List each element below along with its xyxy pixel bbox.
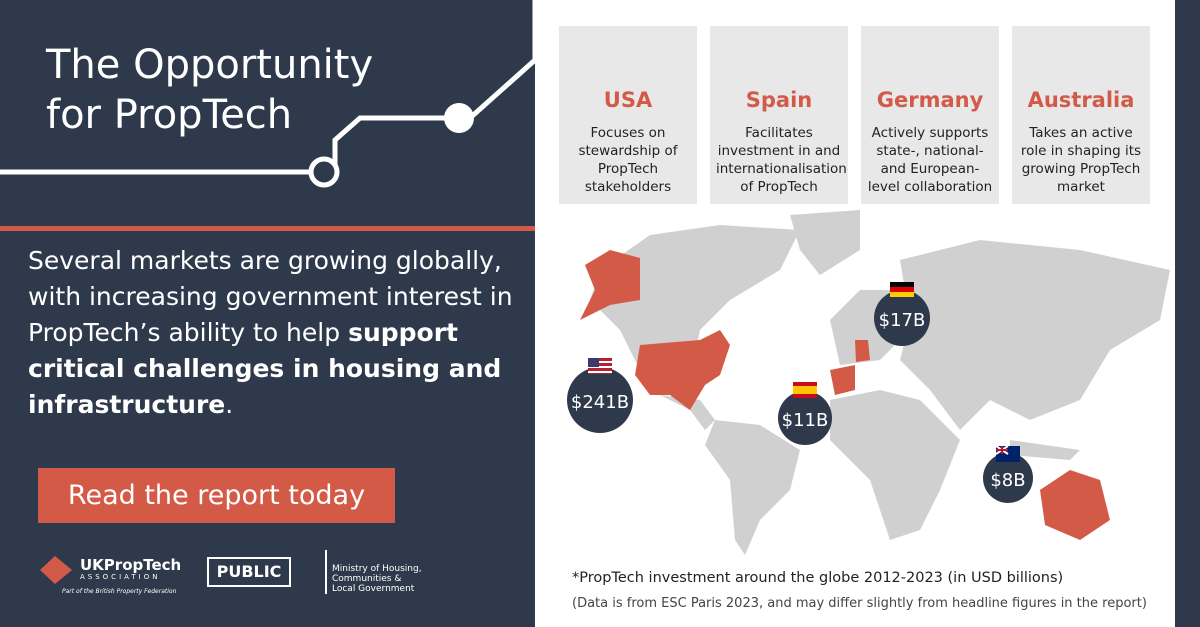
intro-end: . <box>225 390 234 419</box>
circuit-node <box>444 103 474 133</box>
marker-bubble <box>983 453 1033 503</box>
divider <box>0 226 535 231</box>
marker-bubble <box>874 290 930 346</box>
intro-text: Several markets are growing globally, wi… <box>28 246 513 347</box>
circuit-node <box>308 156 340 188</box>
country-description: Takes an active role in shaping its grow… <box>1020 125 1142 195</box>
country-name: USA <box>603 88 653 112</box>
intro: Several markets are growing globally, wi… <box>28 243 518 423</box>
ministry-line: Communities & <box>332 574 402 584</box>
country-description: Facilitates investment in and internatio… <box>716 125 847 195</box>
germany <box>855 340 870 362</box>
highlighted-countries <box>580 250 1110 540</box>
ministry-line: Ministry of Housing, <box>332 564 422 574</box>
central-america <box>660 395 715 430</box>
flag-australia <box>995 445 1020 462</box>
logo-public: PUBLIC <box>216 562 282 581</box>
country-card: USA Focuses on stewardship of PropTech st… <box>559 26 697 204</box>
country-name: Australia <box>1027 88 1135 112</box>
marker-bubble <box>567 367 633 433</box>
ministry-line: Local Government <box>332 584 415 594</box>
logo-ministry: Ministry of Housing, Communities & Local… <box>332 564 422 594</box>
logo-federation: Part of the British Property Federation <box>62 588 177 595</box>
marker-label: $17B <box>879 310 926 331</box>
usa <box>635 330 730 410</box>
alaska <box>580 250 640 320</box>
country-name: Spain <box>745 88 813 112</box>
logo-association: ASSOCIATION <box>80 573 161 581</box>
ministry-rule <box>325 550 327 594</box>
country-card: Spain Facilitates investment in and inter… <box>710 26 848 204</box>
footnote-note: (Data is from ESC Paris 2023, and may di… <box>572 596 1147 611</box>
flag-usa <box>588 358 612 374</box>
footnote-title: *PropTech investment around the globe 20… <box>572 570 1064 586</box>
country-card: Germany Actively supports state-, nationa… <box>861 26 999 204</box>
title: The Opportunity for PropTech <box>46 42 374 138</box>
africa <box>830 390 960 540</box>
public-frame <box>207 557 291 587</box>
marker-label: $11B <box>782 410 829 431</box>
markers: $241B $11B $17B $8B <box>567 282 1033 503</box>
flag-spain <box>793 382 817 398</box>
right-edge <box>1175 0 1200 627</box>
read-report-button[interactable]: Read the report today <box>38 468 395 523</box>
country-name: Germany <box>876 88 984 112</box>
australia <box>1040 470 1110 540</box>
marker-label: $241B <box>571 392 629 413</box>
south-america <box>705 420 800 555</box>
ukproptech-mark <box>40 556 72 584</box>
spain <box>830 365 855 395</box>
country-description: Actively supports state-, national- and … <box>867 125 993 195</box>
asia <box>900 240 1170 430</box>
country-card: Australia Takes an active role in shaping… <box>1012 26 1150 204</box>
indonesia <box>1010 440 1080 460</box>
country-description: Focuses on stewardship of PropTech stake… <box>578 125 678 195</box>
flag-germany <box>890 282 914 297</box>
marker-label: $8B <box>990 470 1025 491</box>
intro-bold: support critical challenges in housing a… <box>28 318 502 419</box>
logo-marks <box>40 550 327 594</box>
greenland <box>790 210 860 275</box>
marker-bubble <box>778 391 832 445</box>
logo-ukproptech: UKPropTech <box>80 556 182 574</box>
